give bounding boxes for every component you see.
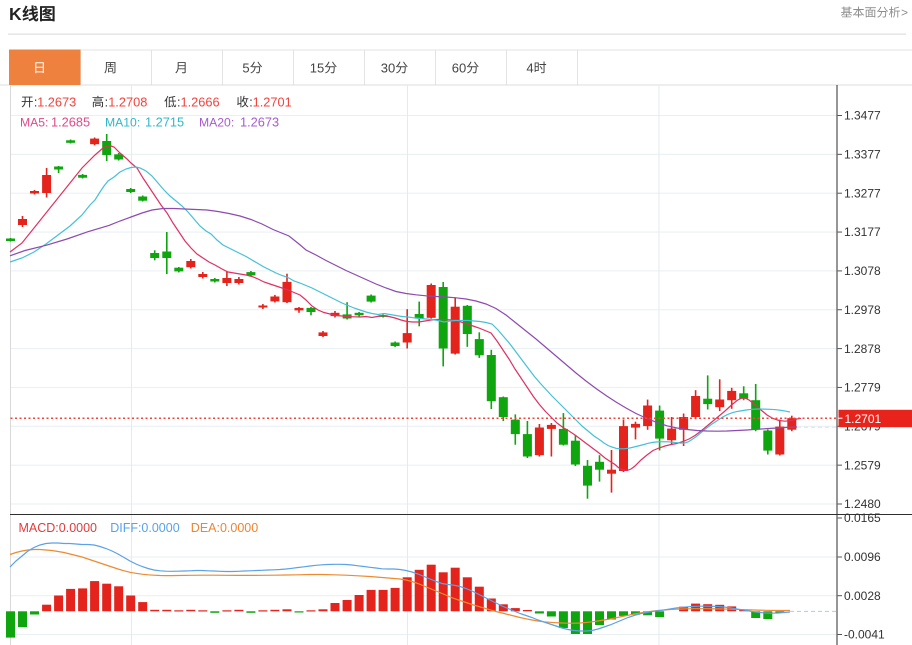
svg-text:4: 4 bbox=[526, 60, 533, 75]
svg-text:1.2673: 1.2673 bbox=[240, 114, 279, 129]
svg-text:1.3277: 1.3277 bbox=[844, 186, 881, 200]
svg-text:30: 30 bbox=[381, 60, 395, 75]
svg-text::: : bbox=[34, 95, 37, 109]
svg-text:15: 15 bbox=[310, 60, 324, 75]
svg-text:MA10:: MA10: bbox=[105, 115, 140, 129]
svg-text:1.2666: 1.2666 bbox=[181, 94, 220, 109]
svg-text:60: 60 bbox=[452, 60, 466, 75]
svg-text:>: > bbox=[901, 6, 908, 20]
svg-text::: : bbox=[177, 95, 180, 109]
svg-text:1.3177: 1.3177 bbox=[844, 225, 881, 239]
svg-text:1.2673: 1.2673 bbox=[37, 94, 76, 109]
svg-text:1.3377: 1.3377 bbox=[844, 148, 881, 162]
svg-text::: : bbox=[105, 95, 108, 109]
svg-text:1.2480: 1.2480 bbox=[844, 497, 881, 511]
svg-text:1.2701: 1.2701 bbox=[253, 94, 292, 109]
svg-text:1.2579: 1.2579 bbox=[844, 458, 881, 472]
svg-text:1.3477: 1.3477 bbox=[844, 109, 881, 123]
svg-text:DIFF:0.0000: DIFF:0.0000 bbox=[110, 521, 180, 535]
svg-text:1.2878: 1.2878 bbox=[844, 342, 881, 356]
svg-text:1.3078: 1.3078 bbox=[844, 264, 881, 278]
svg-text:MA5:: MA5: bbox=[20, 115, 48, 129]
svg-text:1.2779: 1.2779 bbox=[844, 381, 881, 395]
svg-text:-0.0041: -0.0041 bbox=[844, 628, 885, 642]
svg-text:DEA:0.0000: DEA:0.0000 bbox=[191, 521, 258, 535]
svg-text::: : bbox=[249, 95, 252, 109]
svg-text:0.0028: 0.0028 bbox=[844, 589, 881, 603]
svg-text:0.0096: 0.0096 bbox=[844, 550, 881, 564]
svg-text:MACD:0.0000: MACD:0.0000 bbox=[19, 521, 98, 535]
svg-text:0.0165: 0.0165 bbox=[844, 511, 881, 525]
svg-text:1.2708: 1.2708 bbox=[108, 94, 147, 109]
svg-text:1.2685: 1.2685 bbox=[51, 114, 90, 129]
svg-text:5: 5 bbox=[242, 60, 249, 75]
svg-text:MA20:: MA20: bbox=[199, 115, 234, 129]
svg-text:K: K bbox=[9, 4, 22, 24]
svg-text:1.2715: 1.2715 bbox=[145, 114, 184, 129]
svg-text:1.2701: 1.2701 bbox=[845, 412, 882, 426]
svg-text:1.2978: 1.2978 bbox=[844, 303, 881, 317]
